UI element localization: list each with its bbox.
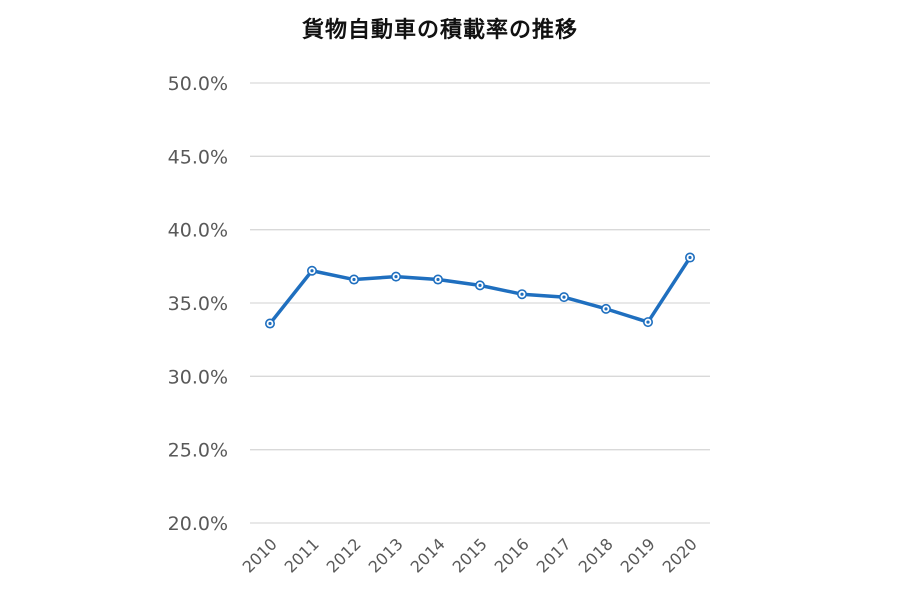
data-point-center [436,277,440,282]
x-axis-ticks: 2010 2011 2012 2013 2014 2015 2016 2017 2018 2019… [239,534,701,576]
data-point-center [688,255,692,260]
x-tick-label: 2016 [491,534,533,576]
y-tick-label: 20.0% [168,513,228,535]
data-point-center [268,321,272,326]
data-point-center [352,277,356,282]
data-point-center [478,283,482,287]
chart-title: 貨物自動車の積載率の推移 [301,18,578,43]
data-point-center [646,320,650,324]
series-line [268,256,692,325]
data-point-center [310,269,314,273]
data-point-center [604,307,608,311]
x-tick-label: 2014 [407,534,449,576]
y-tick-label: 30.0% [168,366,228,388]
x-tick-label: 2019 [617,534,659,576]
y-tick-label: 35.0% [168,293,228,315]
x-tick-label: 2020 [659,534,701,576]
x-tick-label: 2012 [323,534,365,576]
data-point-center [394,275,398,279]
y-tick-label: 40.0% [168,220,228,242]
x-tick-label: 2010 [239,534,281,576]
x-tick-label: 2018 [575,534,617,576]
x-tick-label: 2017 [533,534,575,576]
y-tick-label: 45.0% [168,146,228,168]
x-tick-label: 2013 [365,534,407,576]
x-tick-label: 2011 [281,534,323,576]
y-tick-label: 50.0% [168,73,228,95]
x-tick-label: 2015 [449,534,491,576]
gridlines [250,82,710,524]
data-series [264,252,695,329]
data-point-center [562,295,566,299]
data-point-center [520,292,524,296]
y-tick-label: 25.0% [168,440,228,462]
y-axis-ticks: 20.0% 25.0% 30.0% 35.0% 40.0% 45.0% 50.0% [168,73,228,535]
